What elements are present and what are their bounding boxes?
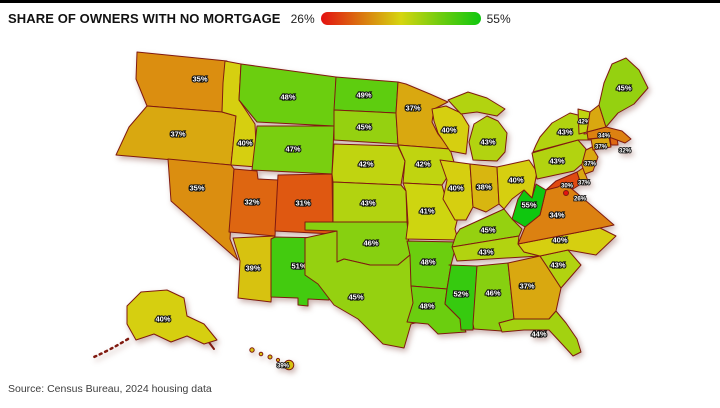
state-label-AR: 48% — [420, 258, 435, 267]
color-scale-legend: 26% 55% — [291, 12, 511, 26]
state-label-MS: 52% — [453, 290, 468, 299]
state-label-NC: 40% — [552, 236, 567, 245]
state-MI[interactable] — [468, 115, 508, 162]
state-HI[interactable] — [258, 351, 264, 357]
state-label-ME: 45% — [616, 84, 631, 93]
state-AK[interactable] — [126, 289, 218, 345]
state-HI[interactable] — [249, 347, 255, 353]
us-choropleth-map: 35% 37% 35% 40% 48% 47% 32% 31% 39% 51% 49% 45% 42% 4… — [92, 51, 649, 371]
state-label-ND: 49% — [356, 91, 371, 100]
header: SHARE OF OWNERS WITH NO MORTGAGE 26% 55% — [8, 11, 511, 26]
state-label-MT: 48% — [280, 93, 295, 102]
state-WA[interactable] — [135, 51, 228, 113]
state-MI[interactable] — [447, 91, 506, 117]
state-label-OH: 40% — [508, 176, 523, 185]
state-HI[interactable] — [283, 359, 295, 371]
state-label-AZ: 39% — [245, 264, 260, 273]
state-KY[interactable] — [451, 208, 523, 248]
state-ME[interactable] — [598, 57, 649, 128]
state-label-WV: 55% — [521, 201, 536, 210]
state-label-VA: 34% — [549, 211, 564, 220]
state-label-WA: 35% — [192, 75, 207, 84]
state-label-DE: 37% — [578, 181, 591, 187]
state-label-AL: 46% — [485, 289, 500, 298]
state-NV[interactable] — [167, 158, 239, 261]
state-FL[interactable] — [498, 310, 582, 357]
legend-min-label: 26% — [290, 11, 315, 26]
state-label-RI: 32% — [619, 149, 632, 155]
state-label-FL: 44% — [531, 330, 546, 339]
state-label-CT: 37% — [595, 145, 608, 151]
state-label-OR: 37% — [170, 130, 185, 139]
state-WI[interactable] — [431, 105, 470, 155]
state-label-MA: 34% — [598, 134, 611, 140]
state-MD[interactable] — [545, 171, 582, 191]
state-label-MI: 43% — [480, 138, 495, 147]
legend-max-label: 55% — [486, 11, 511, 26]
state-label-NM: 51% — [291, 262, 306, 271]
state-label-PA: 43% — [549, 157, 564, 166]
state-label-TN: 43% — [478, 248, 493, 257]
state-WV[interactable] — [511, 183, 547, 228]
state-label-AK: 40% — [155, 315, 170, 324]
state-label-SD: 45% — [356, 123, 371, 132]
state-MN[interactable] — [395, 81, 451, 150]
state-label-NY: 43% — [557, 128, 572, 137]
state-label-IL: 40% — [448, 184, 463, 193]
state-label-ID: 40% — [237, 139, 252, 148]
state-label-VT: 42% — [578, 120, 591, 126]
state-HI[interactable] — [267, 354, 273, 360]
state-label-DC: 26% — [574, 197, 587, 203]
state-NC[interactable] — [517, 227, 617, 257]
state-HI[interactable] — [275, 357, 281, 363]
state-label-IN: 38% — [476, 183, 491, 192]
legend-gradient-bar — [320, 12, 481, 25]
state-label-TX: 45% — [348, 293, 363, 302]
state-label-WI: 40% — [441, 126, 456, 135]
state-DE[interactable] — [576, 167, 589, 185]
state-label-LA: 48% — [419, 302, 434, 311]
state-MA[interactable] — [586, 126, 632, 144]
state-label-MN: 37% — [405, 104, 420, 113]
state-label-MO: 41% — [419, 207, 434, 216]
state-AZ[interactable] — [232, 235, 276, 303]
state-label-WY: 47% — [285, 145, 300, 154]
state-label-MD: 30% — [561, 184, 574, 190]
state-DC[interactable] — [563, 190, 569, 196]
page-title: SHARE OF OWNERS WITH NO MORTGAGE — [8, 11, 281, 26]
state-label-KY: 45% — [480, 226, 495, 235]
state-label-OK: 46% — [363, 239, 378, 248]
state-label-UT: 32% — [244, 198, 259, 207]
state-label-NV: 35% — [189, 184, 204, 193]
state-label-GA: 37% — [519, 282, 534, 291]
state-label-IA: 42% — [415, 160, 430, 169]
state-label-KS: 43% — [360, 199, 375, 208]
state-label-SC: 43% — [550, 261, 565, 270]
state-SD[interactable] — [333, 109, 399, 145]
state-label-CO: 31% — [295, 199, 310, 208]
state-label-HI: 39% — [277, 364, 290, 370]
alaska-aleutian-islands — [92, 337, 130, 359]
state-MT[interactable] — [238, 63, 337, 127]
state-label-NE: 42% — [358, 160, 373, 169]
state-label-NJ: 37% — [584, 162, 597, 168]
source-attribution: Source: Census Bureau, 2024 housing data — [8, 383, 212, 395]
state-IN[interactable] — [469, 163, 500, 213]
